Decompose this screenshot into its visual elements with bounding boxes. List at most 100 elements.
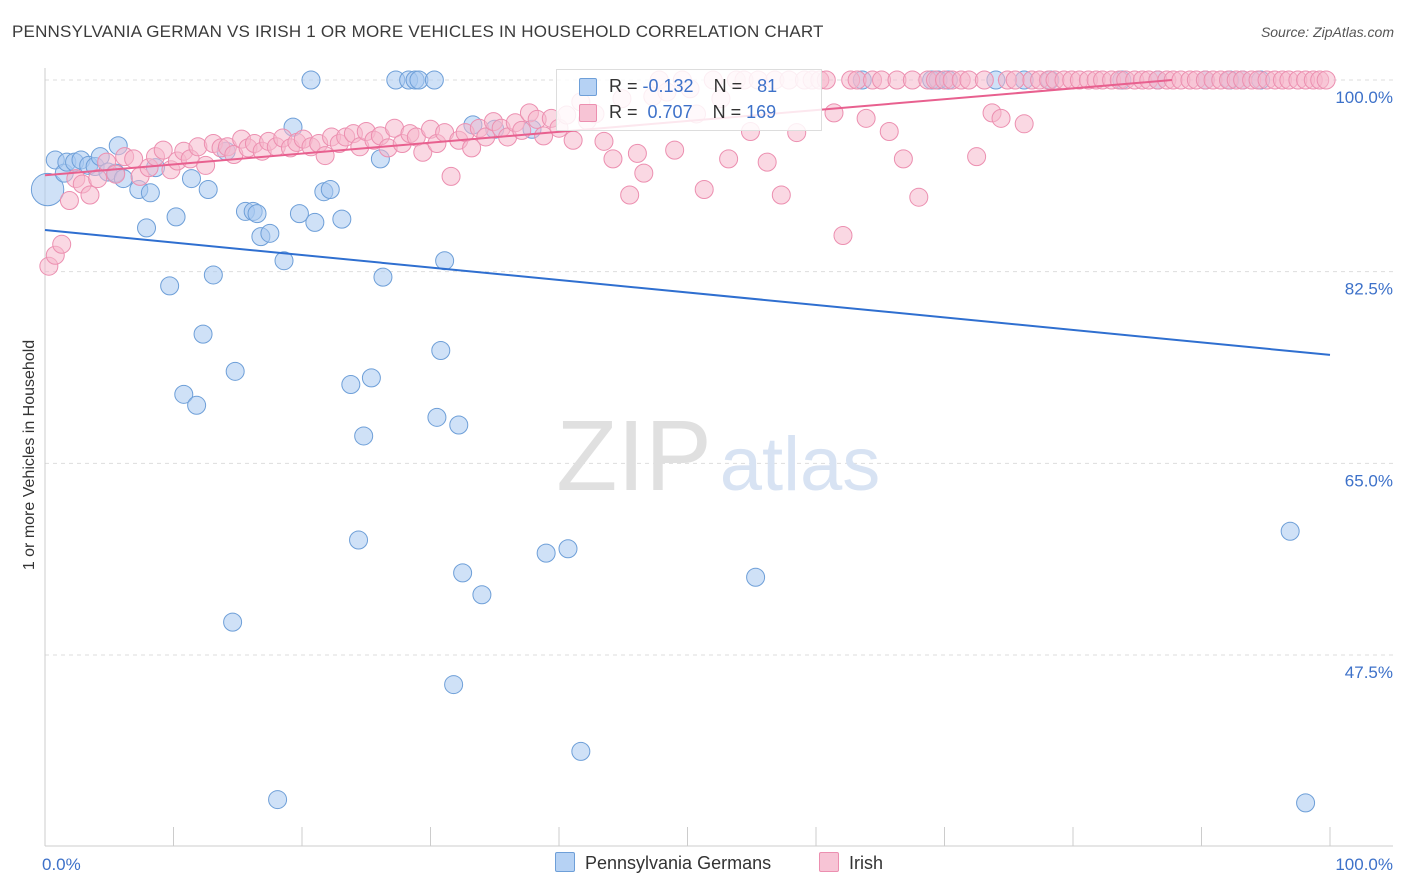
point-pennsylvania-german [301, 70, 321, 90]
point-pennsylvania-german [247, 204, 267, 224]
legend-swatch-pink [579, 104, 597, 122]
point-irish [59, 190, 79, 210]
bottom-legend-swatch-blue [555, 852, 575, 872]
point-pennsylvania-german [536, 543, 556, 563]
x-tick-label-start: 0.0% [42, 855, 81, 874]
point-pennsylvania-german [268, 790, 288, 810]
legend-n-label: N = [712, 102, 747, 122]
point-pennsylvania-german [361, 368, 381, 388]
point-pennsylvania-german [558, 539, 578, 559]
point-irish [694, 180, 714, 200]
point-irish [665, 140, 685, 160]
bottom-legend-label: Irish [849, 853, 884, 873]
grid-lines [45, 79, 1393, 656]
legend-n-value: 169 [746, 102, 777, 122]
point-irish [771, 185, 791, 205]
point-irish [188, 137, 208, 157]
point-pennsylvania-german [223, 612, 243, 632]
point-pennsylvania-german [373, 267, 393, 287]
point-pennsylvania-german [174, 384, 194, 404]
point-pennsylvania-german [274, 251, 294, 271]
point-irish [603, 149, 623, 169]
point-pennsylvania-german [453, 563, 473, 583]
y-tick-label: 82.5% [1345, 280, 1393, 299]
bottom-legend-irish: Irish [819, 852, 883, 874]
point-pennsylvania-german [427, 407, 447, 427]
watermark-atlas: atlas [720, 422, 881, 507]
point-pennsylvania-german [449, 415, 469, 435]
bottom-legend-swatch-pink [819, 852, 839, 872]
point-pennsylvania-german [203, 265, 223, 285]
legend-n-value: 81 [757, 76, 778, 96]
point-irish [974, 70, 994, 90]
y-tick-label: 100.0% [1335, 88, 1393, 107]
point-pennsylvania-german [1296, 793, 1316, 813]
point-pennsylvania-german [181, 169, 201, 189]
x-tick-label-end: 100.0% [1335, 855, 1393, 874]
legend-swatch-blue [579, 78, 597, 96]
watermark: ZIP atlas [556, 400, 880, 512]
watermark-zip: ZIP [556, 400, 712, 512]
point-pennsylvania-german [160, 276, 180, 296]
point-pennsylvania-german [1280, 521, 1300, 541]
legend-box: R = -0.132 N = 81 R = 0.707 N = 169 [556, 69, 822, 131]
point-pennsylvania-german [198, 180, 218, 200]
point-irish [620, 185, 640, 205]
point-irish [52, 234, 72, 254]
source-credit: Source: ZipAtlas.com [1260, 24, 1394, 40]
point-irish [909, 187, 929, 207]
point-irish [833, 226, 853, 246]
legend-r-value: -0.132 [642, 76, 694, 96]
tick-labels: 100.0% 82.5% 65.0% 47.5% 0.0% 100.0% [42, 88, 1393, 874]
point-pennsylvania-german [225, 361, 245, 381]
point-irish [1014, 114, 1034, 134]
point-pennsylvania-german [187, 395, 207, 415]
point-pennsylvania-german [472, 585, 492, 605]
bottom-legend-label: Pennsylvania Germans [585, 853, 772, 873]
trend-line-pennsylvania-germans [44, 229, 1331, 356]
y-tick-label: 65.0% [1345, 471, 1393, 490]
point-irish [634, 163, 654, 183]
point-pennsylvania-german [137, 218, 157, 238]
point-irish [1005, 70, 1025, 90]
point-pennsylvania-german [260, 223, 280, 243]
point-irish [196, 155, 216, 175]
point-pennsylvania-german [746, 567, 766, 587]
point-pennsylvania-german [424, 70, 444, 90]
point-irish [719, 149, 739, 169]
point-irish [893, 149, 913, 169]
point-irish [967, 147, 987, 167]
point-pennsylvania-german [305, 212, 325, 232]
point-irish [512, 120, 532, 140]
point-pennsylvania-german [289, 204, 309, 224]
legend-n-label: N = [713, 76, 748, 96]
y-tick-label: 47.5% [1345, 663, 1393, 682]
point-irish [594, 131, 614, 151]
chart-title: PENNSYLVANIA GERMAN VS IRISH 1 OR MORE V… [12, 22, 824, 41]
point-irish [856, 108, 876, 128]
point-irish [757, 152, 777, 172]
point-irish [879, 121, 899, 141]
point-irish [563, 130, 583, 150]
point-pennsylvania-german [332, 209, 352, 229]
point-irish [991, 108, 1011, 128]
point-pennsylvania-german [444, 675, 464, 695]
legend-r-value: 0.707 [647, 102, 693, 122]
point-pennsylvania-german [435, 251, 455, 271]
point-pennsylvania-german [140, 183, 160, 203]
point-irish [627, 143, 647, 163]
point-irish [534, 126, 554, 146]
point-pennsylvania-german [320, 180, 340, 200]
point-irish [441, 166, 461, 186]
bottom-legend-pennsylvania-germans: Pennsylvania Germans [555, 852, 771, 874]
point-pennsylvania-german [166, 207, 186, 227]
point-irish [824, 103, 844, 123]
point-pennsylvania-german [193, 324, 213, 344]
legend-r-label: R = [609, 76, 643, 96]
point-irish [1316, 70, 1336, 90]
point-pennsylvania-german [349, 530, 369, 550]
point-pennsylvania-german [571, 741, 591, 761]
axes [44, 68, 1393, 847]
point-irish [88, 169, 108, 189]
